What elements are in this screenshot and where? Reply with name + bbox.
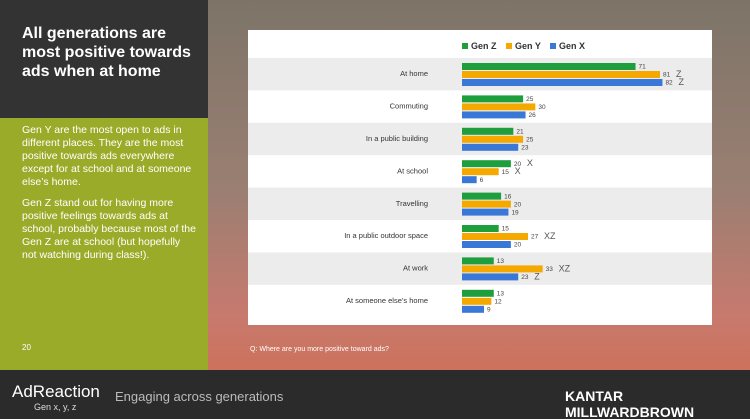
bar <box>462 208 509 216</box>
bar <box>462 111 526 119</box>
value-label: 82 <box>665 80 673 87</box>
value-label: 81 <box>663 72 671 79</box>
bar <box>462 241 511 248</box>
bar <box>462 297 492 305</box>
value-label: 23 <box>521 274 529 281</box>
category-label: In a public building <box>366 134 428 143</box>
bar <box>462 265 543 273</box>
value-label: 19 <box>511 209 519 216</box>
value-label: 21 <box>516 129 524 136</box>
significance-label: XZ <box>544 231 556 241</box>
value-label: 33 <box>546 266 554 273</box>
value-label: 26 <box>529 112 537 119</box>
bar <box>462 289 494 297</box>
bar <box>462 305 484 313</box>
bar <box>462 273 519 281</box>
slide-title: All generations are most positive toward… <box>0 0 208 118</box>
footer: AdReaction Gen x, y, z Engaging across g… <box>0 370 750 419</box>
page-number: 20 <box>22 343 31 352</box>
value-label: 27 <box>531 234 539 241</box>
company: KANTAR MILLWARDBROWN <box>565 388 695 419</box>
value-label: 25 <box>526 137 534 144</box>
value-label: 20 <box>514 201 522 208</box>
bar <box>462 135 524 143</box>
significance-label: Z <box>678 77 684 87</box>
value-label: 13 <box>497 291 505 298</box>
bar <box>462 79 663 86</box>
category-label: At school <box>397 166 428 175</box>
legend-swatch <box>550 43 556 49</box>
value-label: 71 <box>639 64 647 71</box>
paragraph: Gen Z stand out for having more positive… <box>22 197 196 261</box>
value-label: 20 <box>514 242 522 249</box>
bar <box>462 71 660 78</box>
value-label: 23 <box>521 145 529 152</box>
value-label: 6 <box>480 177 484 184</box>
value-label: 30 <box>538 104 546 111</box>
significance-label: XZ <box>559 263 571 273</box>
category-label: In a public outdoor space <box>344 231 428 240</box>
subtitle: Engaging across generations <box>115 389 284 404</box>
value-label: 25 <box>526 96 534 103</box>
bar <box>462 127 514 135</box>
value-label: 16 <box>504 193 512 200</box>
bar <box>462 103 536 111</box>
significance-label: Z <box>534 271 540 281</box>
significance-label: X <box>527 158 533 168</box>
bar <box>462 233 528 240</box>
bar <box>462 160 511 168</box>
legend-swatch <box>506 43 512 49</box>
question: Q: Where are you more positive toward ad… <box>250 346 389 353</box>
legend-label: Gen Y <box>515 41 541 51</box>
bar <box>462 95 524 103</box>
legend-swatch <box>462 43 468 49</box>
legend-label: Gen X <box>559 41 585 51</box>
significance-label: X <box>515 166 521 176</box>
bar <box>462 143 519 151</box>
bar <box>462 192 502 200</box>
bar <box>462 176 477 184</box>
significance-label: Z <box>676 69 682 79</box>
bar <box>462 168 499 176</box>
bar <box>462 200 511 208</box>
category-label: At someone else’s home <box>346 296 428 305</box>
value-label: 15 <box>502 226 510 233</box>
value-label: 12 <box>494 299 502 306</box>
bar <box>462 225 499 232</box>
paragraph: Gen Y are the most open to ads in differ… <box>22 124 192 188</box>
value-label: 20 <box>514 161 522 168</box>
bar <box>462 257 494 265</box>
value-label: 9 <box>487 307 491 314</box>
legend-label: Gen Z <box>471 41 497 51</box>
category-label: Commuting <box>390 102 428 111</box>
bar <box>462 63 636 70</box>
category-label: At work <box>403 264 428 273</box>
text-panel: Gen Y are the most open to ads in differ… <box>0 118 208 370</box>
brand-sub: Gen x, y, z <box>34 402 77 412</box>
category-label: At home <box>400 69 428 78</box>
brand: AdReaction <box>12 382 100 401</box>
value-label: 13 <box>497 258 505 265</box>
category-label: Travelling <box>396 199 428 208</box>
value-label: 15 <box>502 169 510 176</box>
